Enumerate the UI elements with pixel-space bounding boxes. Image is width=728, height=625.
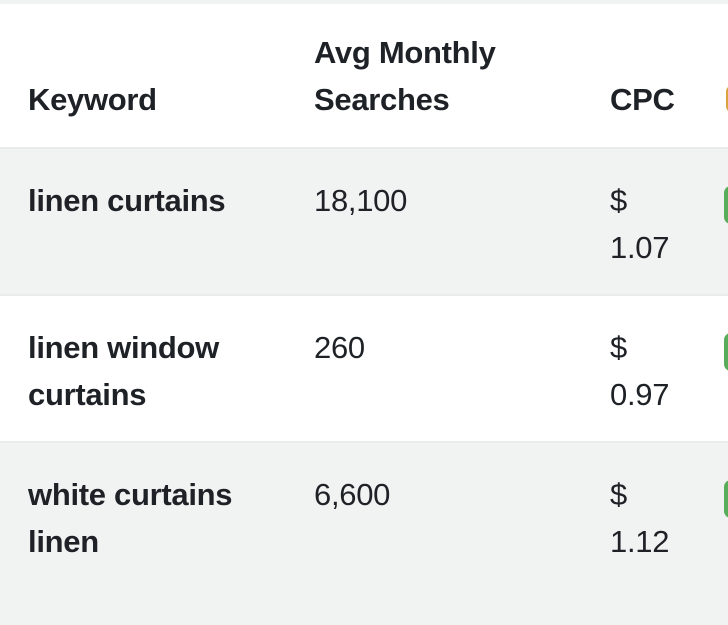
- cpc-cell: $ 1.12: [610, 477, 670, 559]
- cpc-cell: $ 0.97: [610, 330, 670, 412]
- column-header-avg-monthly-searches: Avg Monthly Searches: [314, 4, 610, 148]
- badge-cell: [714, 442, 728, 625]
- keyword-cell: linen window curtains: [28, 330, 219, 412]
- table-row: linen curtains 18,100 $ 1.07: [0, 148, 728, 295]
- table-header: Keyword Avg Monthly Searches CPC: [0, 4, 728, 148]
- keyword-table: Keyword Avg Monthly Searches CPC linen c…: [0, 4, 728, 625]
- badge-cell: [714, 295, 728, 442]
- clipped-amber-icon: [726, 85, 728, 113]
- column-header-cpc: CPC: [610, 4, 714, 148]
- competition-badge: [724, 333, 728, 371]
- competition-badge: [724, 480, 728, 518]
- table-top-divider: [0, 0, 728, 4]
- keyword-cell: linen curtains: [28, 183, 226, 218]
- header-row: Keyword Avg Monthly Searches CPC: [0, 4, 728, 148]
- avg-monthly-searches-cell: 18,100: [314, 183, 408, 218]
- keyword-cell: white curtains linen: [28, 477, 233, 559]
- table-row: white curtains linen 6,600 $ 1.12: [0, 442, 728, 625]
- column-header-keyword: Keyword: [0, 4, 314, 148]
- badge-cell: [714, 148, 728, 295]
- table-body: linen curtains 18,100 $ 1.07 linen windo…: [0, 148, 728, 625]
- avg-monthly-searches-cell: 6,600: [314, 477, 391, 512]
- competition-badge: [724, 186, 728, 224]
- avg-monthly-searches-cell: 260: [314, 330, 365, 365]
- cpc-cell: $ 1.07: [610, 183, 670, 265]
- table-row: linen window curtains 260 $ 0.97: [0, 295, 728, 442]
- column-header-clipped: [714, 4, 728, 148]
